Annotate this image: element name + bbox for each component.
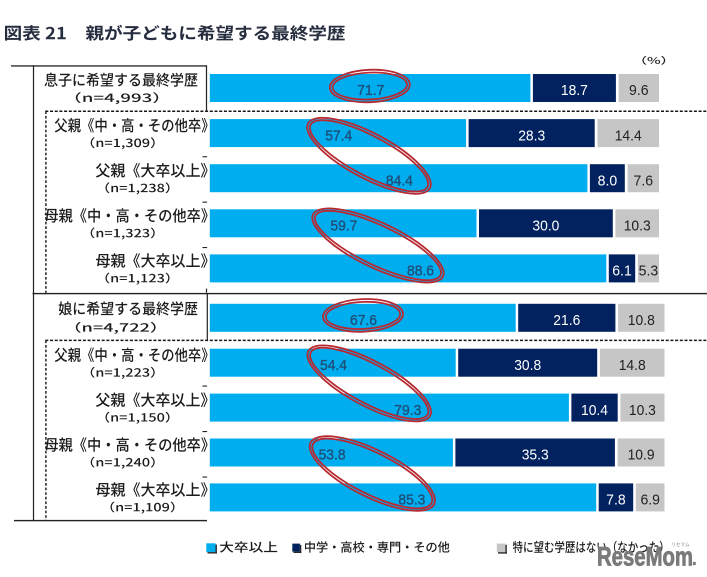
svg-text:59.7: 59.7 [330, 218, 357, 235]
svg-text:10.9: 10.9 [628, 447, 655, 464]
svg-text:67.6: 67.6 [350, 312, 377, 329]
svg-text:53.8: 53.8 [319, 447, 346, 464]
svg-text:35.3: 35.3 [522, 447, 549, 464]
svg-text:88.6: 88.6 [407, 263, 434, 280]
svg-text:79.3: 79.3 [394, 402, 421, 419]
svg-text:9.6: 9.6 [629, 82, 649, 99]
svg-text:10.3: 10.3 [629, 402, 656, 419]
svg-text:10.4: 10.4 [581, 402, 608, 419]
svg-text:28.3: 28.3 [518, 127, 545, 144]
svg-text:85.3: 85.3 [398, 492, 425, 509]
svg-text:ReseMom: ReseMom [597, 541, 693, 571]
svg-text:6.1: 6.1 [612, 263, 632, 280]
svg-text:10.3: 10.3 [624, 218, 651, 235]
svg-text:14.4: 14.4 [615, 127, 642, 144]
svg-text:18.7: 18.7 [561, 82, 588, 99]
svg-text:57.4: 57.4 [325, 127, 352, 144]
svg-text:71.7: 71.7 [357, 82, 384, 99]
svg-text:7.6: 7.6 [634, 172, 654, 189]
svg-text:8.0: 8.0 [598, 172, 618, 189]
svg-text:10.8: 10.8 [628, 312, 655, 329]
svg-text:54.4: 54.4 [320, 357, 347, 374]
svg-text:30.8: 30.8 [514, 357, 541, 374]
svg-text:14.8: 14.8 [619, 357, 646, 374]
svg-text:6.9: 6.9 [640, 492, 660, 509]
svg-text:84.4: 84.4 [386, 172, 413, 189]
svg-text:5.3: 5.3 [639, 263, 659, 280]
svg-text:7.8: 7.8 [606, 492, 626, 509]
svg-text:21.6: 21.6 [553, 312, 580, 329]
svg-text:30.0: 30.0 [532, 218, 559, 235]
